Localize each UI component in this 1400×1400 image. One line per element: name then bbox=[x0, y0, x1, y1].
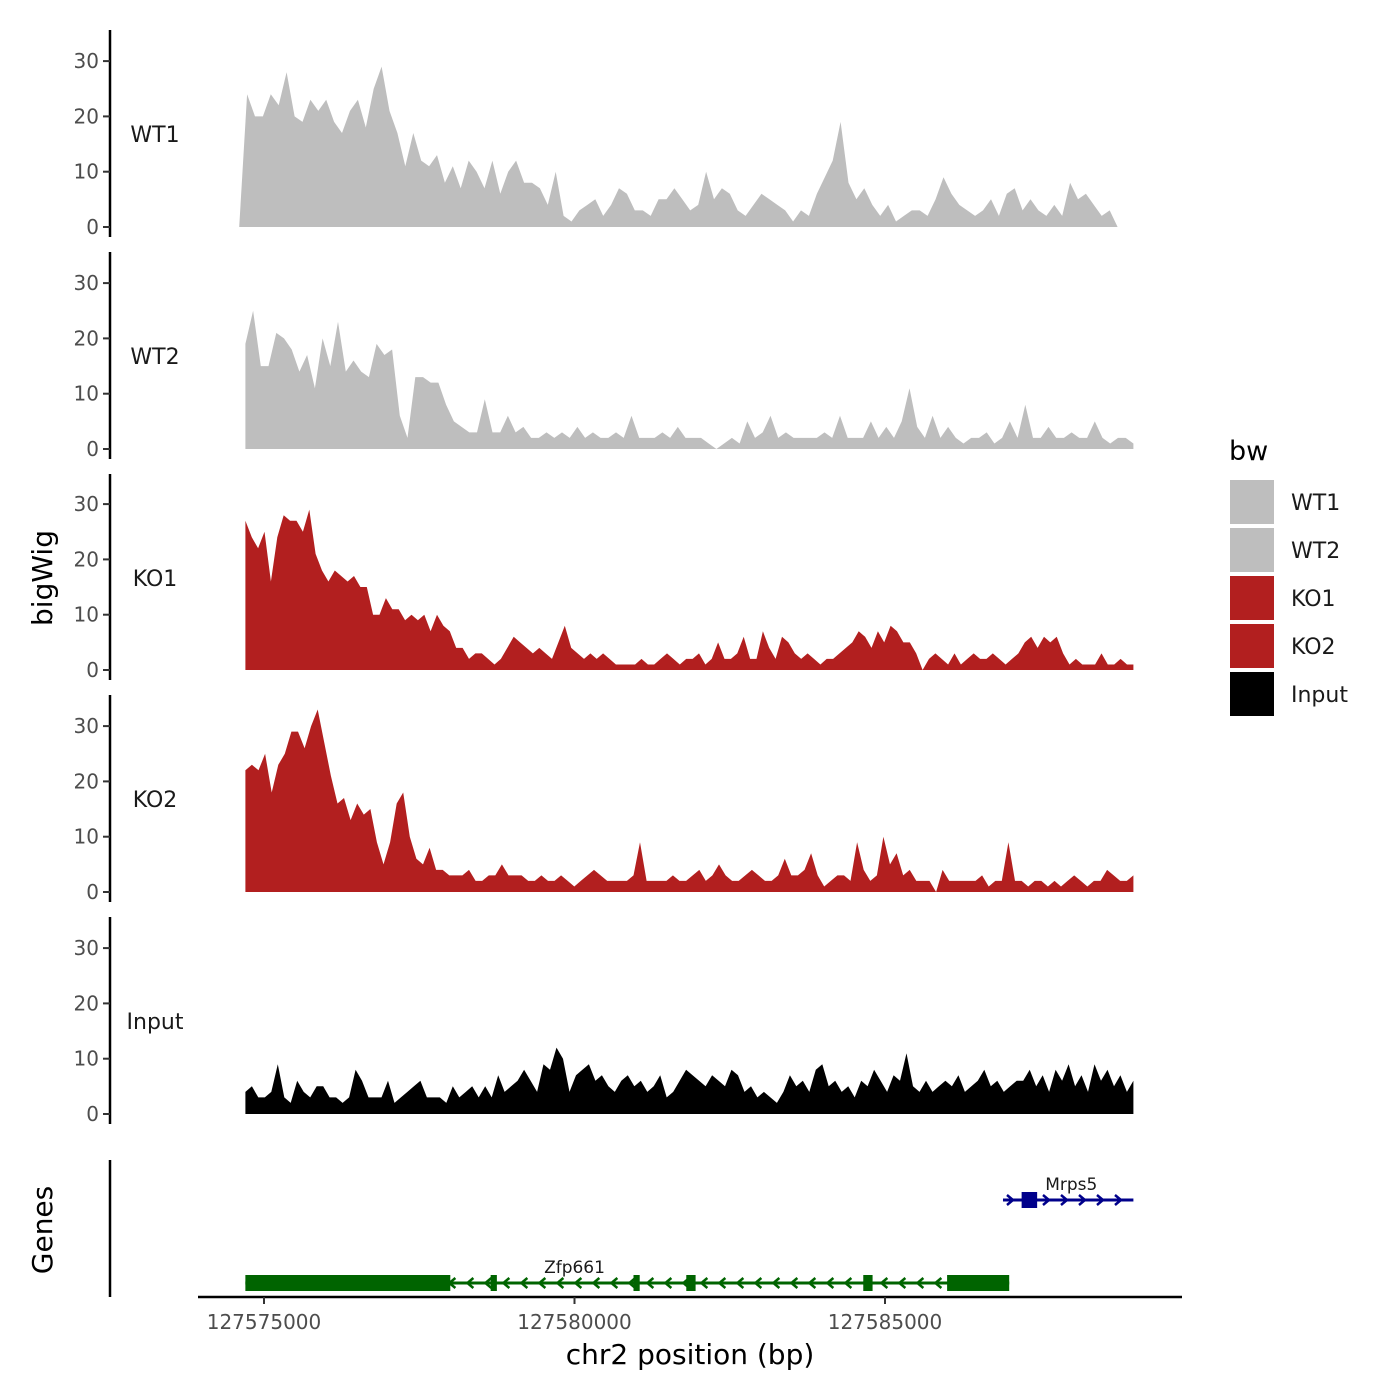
strand-arrow bbox=[573, 1277, 583, 1289]
strand-arrow bbox=[933, 1277, 943, 1289]
legend-label-wt1: WT1 bbox=[1291, 491, 1340, 516]
coverage-area-input bbox=[245, 1047, 1134, 1114]
legend-swatch-input bbox=[1230, 672, 1274, 716]
y-tick-label: 0 bbox=[86, 658, 99, 682]
genes-axis-title: Genes bbox=[26, 1186, 59, 1274]
strand-arrow bbox=[699, 1277, 709, 1289]
legend-swatch-wt1 bbox=[1230, 480, 1274, 524]
strand-arrow bbox=[1096, 1194, 1105, 1206]
track-label-ko2: KO2 bbox=[133, 788, 178, 813]
x-tick-label: 127580000 bbox=[517, 1310, 632, 1334]
track-wt1: 0 10 20 30 WT1 bbox=[74, 30, 1134, 239]
y-tick-label: 20 bbox=[74, 991, 99, 1015]
y-tick-label: 0 bbox=[86, 880, 99, 904]
strand-arrow bbox=[591, 1277, 601, 1289]
strand-arrow bbox=[627, 1277, 637, 1289]
y-tick-label: 30 bbox=[74, 49, 99, 73]
strand-arrow bbox=[645, 1277, 655, 1289]
gene-exon bbox=[1021, 1192, 1038, 1208]
strand-arrow bbox=[501, 1277, 511, 1289]
strand-arrow bbox=[1042, 1194, 1051, 1206]
strand-arrow bbox=[1006, 1194, 1015, 1206]
gene-exon bbox=[245, 1275, 451, 1291]
y-tick-label: 20 bbox=[74, 104, 99, 128]
strand-arrow bbox=[789, 1277, 799, 1289]
strand-arrow bbox=[1114, 1194, 1123, 1206]
legend-label-wt2: WT2 bbox=[1291, 539, 1340, 564]
coverage-area-wt1 bbox=[239, 66, 1134, 227]
strand-arrow bbox=[537, 1277, 547, 1289]
strand-arrow bbox=[843, 1277, 853, 1289]
y-tick-label: 30 bbox=[74, 936, 99, 960]
coverage-area-ko1 bbox=[245, 509, 1134, 670]
track-wt2: 0 10 20 30 WT2 bbox=[74, 252, 1134, 461]
track-label-wt2: WT2 bbox=[130, 345, 179, 370]
y-tick-label: 30 bbox=[74, 492, 99, 516]
strand-arrow bbox=[825, 1277, 835, 1289]
strand-arrow bbox=[735, 1277, 745, 1289]
strand-arrow bbox=[771, 1277, 781, 1289]
track-label-input: Input bbox=[127, 1010, 184, 1035]
track-label-ko1: KO1 bbox=[133, 567, 178, 592]
gene-label-zfp661: Zfp661 bbox=[544, 1258, 605, 1278]
strand-arrow bbox=[897, 1277, 907, 1289]
gene-exon bbox=[947, 1275, 1010, 1291]
coverage-tracks: 0 10 20 30 WT1 0 10 20 30 WT2 0 10 20 30 KO1 0 10 20 30 KO2… bbox=[74, 30, 1134, 1126]
strand-arrow bbox=[555, 1277, 565, 1289]
y-tick-label: 10 bbox=[74, 603, 99, 627]
strand-arrow bbox=[753, 1277, 763, 1289]
gene-exon bbox=[863, 1275, 873, 1291]
strand-arrow bbox=[915, 1277, 925, 1289]
track-ko2: 0 10 20 30 KO2 bbox=[74, 695, 1134, 904]
track-label-wt1: WT1 bbox=[130, 123, 179, 148]
strand-arrow bbox=[807, 1277, 817, 1289]
strand-arrow bbox=[717, 1277, 727, 1289]
legend: bw WT1 WT2 KO1 KO2 Input bbox=[1229, 436, 1348, 716]
gene-exon bbox=[686, 1275, 696, 1291]
y-tick-label: 0 bbox=[86, 215, 99, 239]
strand-arrow bbox=[1078, 1194, 1087, 1206]
y-tick-label: 30 bbox=[74, 714, 99, 738]
track-input: 0 10 20 30 Input bbox=[74, 917, 1134, 1126]
strand-arrow bbox=[609, 1277, 619, 1289]
coverage-area-wt2 bbox=[245, 310, 1134, 449]
legend-swatch-ko1 bbox=[1230, 576, 1274, 620]
y-tick-label: 20 bbox=[74, 326, 99, 350]
y-tick-label: 20 bbox=[74, 769, 99, 793]
gene-track: Zfp661 Mrps5 bbox=[108, 1160, 1134, 1297]
y-tick-label: 10 bbox=[74, 1047, 99, 1071]
y-tick-label: 10 bbox=[74, 825, 99, 849]
strand-arrow bbox=[879, 1277, 889, 1289]
legend-title: bw bbox=[1229, 436, 1268, 467]
gene-exon bbox=[633, 1275, 640, 1291]
gene-label-mrps5: Mrps5 bbox=[1045, 1175, 1097, 1195]
y-tick-label: 0 bbox=[86, 1102, 99, 1126]
y-tick-label: 20 bbox=[74, 547, 99, 571]
legend-label-ko2: KO2 bbox=[1291, 635, 1336, 660]
legend-label-input: Input bbox=[1291, 683, 1348, 708]
track-ko1: 0 10 20 30 KO1 bbox=[74, 474, 1134, 682]
y-tick-label: 10 bbox=[74, 160, 99, 184]
y-tick-label: 30 bbox=[74, 271, 99, 295]
gene-mrps5: Mrps5 bbox=[1002, 1175, 1134, 1208]
y-tick-label: 10 bbox=[74, 382, 99, 406]
y-tick-label: 0 bbox=[86, 437, 99, 461]
x-tick-label: 127575000 bbox=[207, 1310, 322, 1334]
x-axis: 127575000 127580000 127585000 bbox=[198, 1295, 1182, 1334]
gene-zfp661: Zfp661 bbox=[245, 1258, 1010, 1291]
strand-arrow bbox=[465, 1277, 475, 1289]
coverage-area-ko2 bbox=[245, 709, 1134, 892]
strand-arrow bbox=[519, 1277, 529, 1289]
gene-exon bbox=[490, 1275, 497, 1291]
x-axis-title: chr2 position (bp) bbox=[566, 1338, 815, 1371]
strand-arrow bbox=[483, 1277, 493, 1289]
legend-swatch-ko2 bbox=[1230, 624, 1274, 668]
strand-arrow bbox=[663, 1277, 673, 1289]
strand-arrow bbox=[1060, 1194, 1069, 1206]
y-axis-title: bigWig bbox=[26, 530, 59, 626]
legend-label-ko1: KO1 bbox=[1291, 587, 1336, 612]
x-tick-label: 127585000 bbox=[828, 1310, 943, 1334]
legend-swatch-wt2 bbox=[1230, 528, 1274, 572]
